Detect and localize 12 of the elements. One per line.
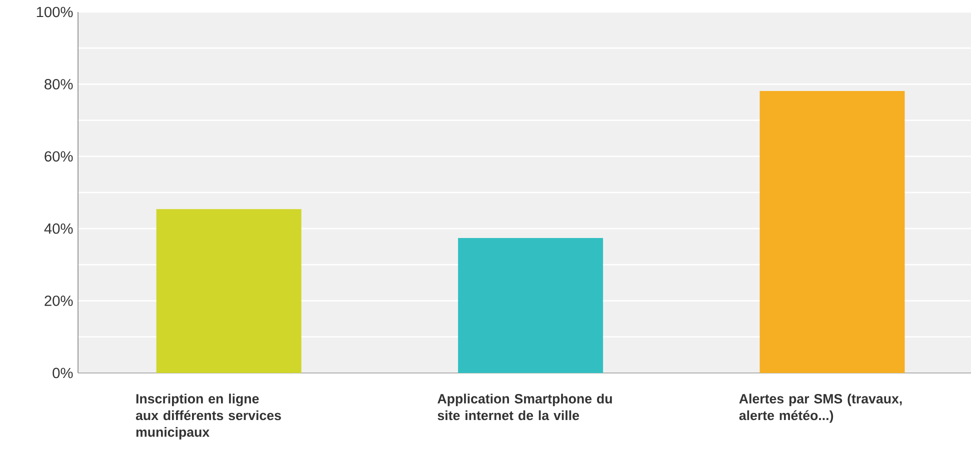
y-tick-label: 40%: [44, 223, 73, 234]
x-tick-label: Application Smartphone du site internet de la ville: [438, 394, 612, 420]
y-tick-label: 60%: [44, 151, 73, 162]
y-tick-label: 0%: [52, 368, 73, 378]
x-tick-label: Inscription en ligne aux différents services municipaux: [136, 394, 281, 440]
y-tick-label: 80%: [44, 79, 73, 90]
x-tick-label: Alertes par SMS (travaux, alerte météo...): [739, 394, 902, 423]
y-tick-label: 20%: [44, 296, 73, 306]
bar: [156, 209, 302, 373]
bar: [760, 91, 905, 373]
y-tick-label: 100%: [36, 6, 73, 18]
bar: [458, 238, 604, 373]
